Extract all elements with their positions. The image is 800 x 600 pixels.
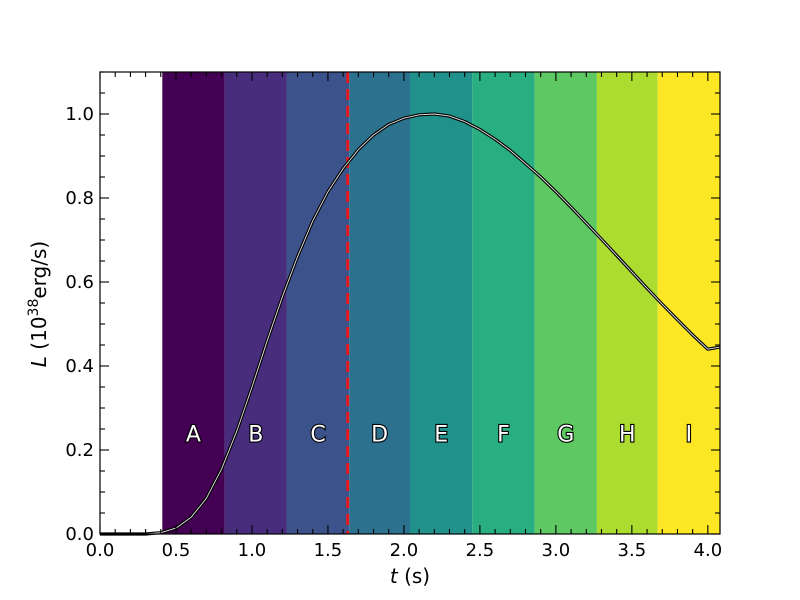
y-tick-label: 0.6: [65, 272, 94, 293]
tick-labels: 0.0 0.5 1.0 1.5 2.0 2.5 3.0 3.5 4.0 0.0 0.2 0.4 0.6 0…: [65, 104, 722, 561]
y-axis-title: L (1038erg/s): [26, 241, 51, 367]
y-tick-label: 0.8: [65, 188, 94, 209]
x-tick-label: 1.0: [238, 540, 267, 561]
x-tick-label: 0.0: [86, 540, 115, 561]
band-label-a: A: [186, 423, 201, 448]
band-label-d: D: [371, 423, 388, 448]
light-curve: [100, 112, 721, 536]
y-tick-label: 1.0: [65, 104, 94, 125]
x-tick-label: 3.5: [618, 540, 647, 561]
band-b: [224, 72, 287, 534]
y-axis-unit-close: erg/s): [27, 241, 51, 299]
x-axis-title: t (s): [390, 564, 430, 588]
y-axis-unit-exponent: 38: [26, 299, 42, 317]
band-label-c: C: [310, 423, 325, 448]
color-bands: [162, 72, 720, 534]
band-label-h: H: [619, 423, 636, 448]
x-tick-label: 2.0: [390, 540, 419, 561]
x-tick-label: 0.5: [162, 540, 191, 561]
band-d: [349, 72, 410, 534]
x-axis-unit: (s): [398, 564, 430, 588]
x-tick-label: 4.0: [694, 540, 723, 561]
y-tick-label: 0.4: [65, 356, 94, 377]
y-tick-label: 0.2: [65, 440, 94, 461]
band-a: [162, 72, 225, 534]
band-h: [596, 72, 658, 534]
x-axis-symbol: t: [390, 564, 399, 588]
x-tick-label: 1.5: [314, 540, 343, 561]
x-tick-label: 3.0: [542, 540, 571, 561]
band-label-g: G: [557, 423, 574, 448]
plot-frame: [99, 71, 721, 535]
band-label-e: E: [434, 423, 448, 448]
series-line: [100, 113, 721, 535]
x-tick-label: 2.5: [466, 540, 495, 561]
band-label-f: F: [497, 423, 510, 448]
band-c: [286, 72, 350, 534]
y-axis-unit-open: (10: [27, 316, 51, 356]
band-labels: A B C D E F G H I: [185, 422, 693, 449]
band-i: [657, 72, 720, 534]
band-label-b: B: [248, 423, 263, 448]
band-g: [534, 72, 597, 534]
y-axis-symbol: L: [27, 356, 51, 367]
band-e: [410, 72, 473, 534]
band-label-i: I: [686, 423, 693, 448]
band-f: [472, 72, 535, 534]
y-tick-label: 0.0: [65, 524, 94, 545]
axis-ticks: [99, 71, 720, 535]
